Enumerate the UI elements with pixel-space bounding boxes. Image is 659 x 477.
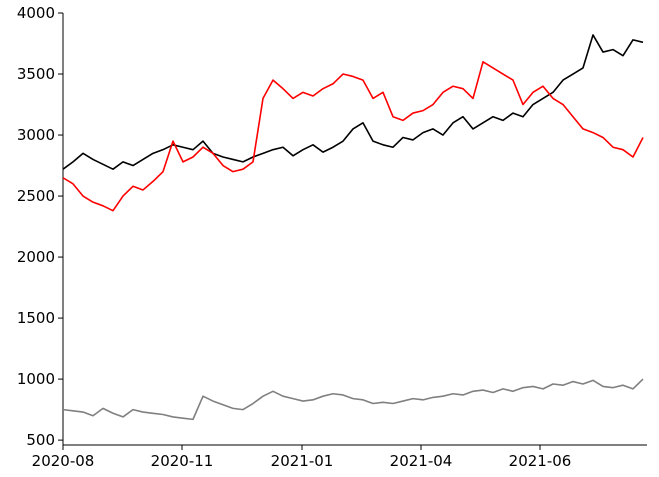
x-tick-label: 2021-04 xyxy=(390,452,453,470)
x-tick-label: 2020-11 xyxy=(151,452,214,470)
y-tick-label: 500 xyxy=(26,431,55,449)
y-tick-label: 2500 xyxy=(17,187,55,205)
line-series xyxy=(62,61,644,212)
line-series xyxy=(62,378,644,421)
y-tick-label: 3000 xyxy=(17,126,55,144)
x-tick-label: 2020-08 xyxy=(32,452,95,470)
x-tick-label: 2021-01 xyxy=(271,452,334,470)
x-tick-label: 2021-06 xyxy=(509,452,572,470)
y-tick-label: 1000 xyxy=(17,370,55,388)
line-series xyxy=(62,34,644,171)
y-tick-label: 1500 xyxy=(17,309,55,327)
y-tick-label: 2000 xyxy=(17,248,55,266)
y-tick-label: 3500 xyxy=(17,65,55,83)
y-tick-label: 4000 xyxy=(17,4,55,22)
